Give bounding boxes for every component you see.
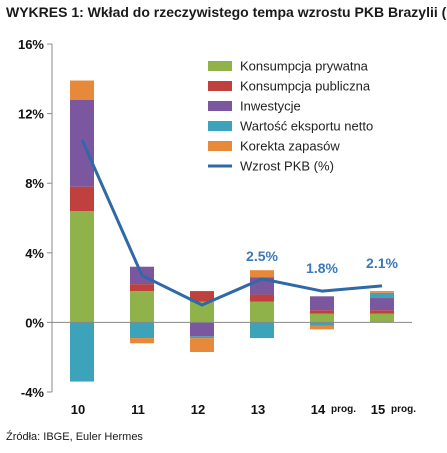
legend-label: Korekta zapasów [240,139,340,154]
gdp-line [80,139,383,307]
bar-segment [310,325,334,330]
bar-segment [70,186,94,212]
y-tick-label: 8% [25,176,44,191]
bar-segment [130,284,154,292]
legend-label: Wartość eksportu netto [240,119,373,134]
y-tick-label: 16% [18,37,44,52]
legend-label: Wzrost PKB (%) [240,159,334,174]
x-tick-label: 15 [371,402,385,417]
data-label: 2.5% [246,248,278,264]
bar-segment [190,336,214,339]
bar-segment [250,270,274,278]
bar-segment [70,80,94,100]
bar-segment [250,301,274,323]
y-axis: -4% 0% 4% 8% 12% 16% [18,37,53,400]
bar-segment [190,291,214,302]
y-tick-label: 12% [18,107,44,122]
bar-segment [130,291,154,323]
legend-swatch [208,121,232,131]
legend-swatch [208,81,232,91]
bar-segment [130,322,154,339]
legend-label: Konsumpcja prywatna [240,59,369,74]
bar-segment [370,313,394,323]
x-tick-label: 12 [191,402,205,417]
bar-segment [190,338,214,352]
x-tick-label: 13 [251,402,265,417]
bar-segment [310,296,334,311]
bar-segment [370,292,394,299]
x-tick-label: 14 [311,402,326,417]
bar-segment [310,313,334,323]
legend-label: Inwestycje [240,99,301,114]
bar-segment [250,322,274,339]
legend-swatch [208,141,232,151]
x-tick-label: 10 [71,402,85,417]
legend-label: Konsumpcja publiczna [240,79,371,94]
x-tick-label: 11 [131,402,145,417]
bar-segment [70,211,94,323]
bar-segment [370,298,394,311]
legend: Konsumpcja prywatna Konsumpcja publiczna I… [208,59,373,174]
bar-segment [310,310,334,314]
bar-segment [130,338,154,344]
x-tick-suffix: prog. [391,404,416,415]
bar-segment [310,322,334,326]
data-label: 2.1% [366,255,398,271]
legend-swatch [208,61,232,71]
gdp-line-path [80,139,383,307]
annotations: 2.5% 1.8% 2.1% [246,248,398,276]
bar-segment [70,322,94,382]
y-tick-label: -4% [21,385,45,400]
data-label: 1.8% [306,260,338,276]
bar-segment [370,291,394,293]
x-axis: 10 11 12 13 14 prog. 15 prog. [71,402,416,417]
bar-segment [250,294,274,302]
y-tick-label: 4% [25,246,44,261]
legend-swatch [208,101,232,111]
chart-title: WYKRES 1: Wkład do rzeczywistego tempa w… [6,4,447,20]
bar-segment [190,301,214,323]
bar-segment [370,310,394,314]
bar-segment [190,322,214,337]
y-tick-label: 0% [25,315,44,330]
source-note: Źródła: IBGE, Euler Hermes [6,431,143,443]
x-tick-suffix: prog. [331,404,356,415]
